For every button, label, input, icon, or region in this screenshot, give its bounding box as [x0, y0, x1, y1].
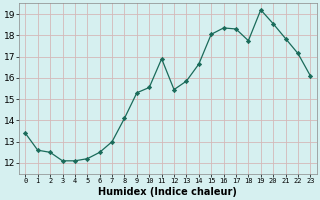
X-axis label: Humidex (Indice chaleur): Humidex (Indice chaleur): [98, 187, 237, 197]
